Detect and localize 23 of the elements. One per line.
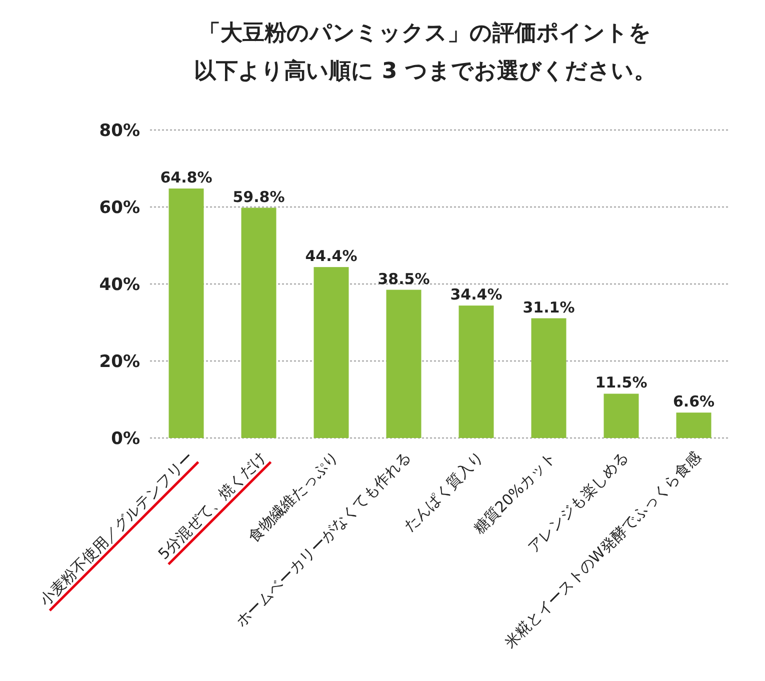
chart-subtitle: 以下より高い順に 3 つまでお選びください。 <box>194 58 656 84</box>
bar <box>531 318 566 438</box>
y-tick-label: 40% <box>99 275 140 295</box>
y-tick-label: 80% <box>99 121 140 141</box>
data-label: 6.6% <box>672 392 715 411</box>
y-tick-label: 0% <box>111 429 140 449</box>
data-label: 11.5% <box>595 374 648 392</box>
bar <box>676 412 712 438</box>
data-label: 31.1% <box>522 298 575 316</box>
y-tick-label: 20% <box>99 352 140 372</box>
chart-title: 「大豆粉のパンミックス」の評価ポイントを <box>198 21 652 46</box>
data-label: 34.4% <box>450 286 502 304</box>
data-label: 38.5% <box>378 270 430 288</box>
bar <box>314 267 349 438</box>
y-tick-label: 60% <box>99 198 140 218</box>
data-label: 64.8% <box>160 168 212 187</box>
bar <box>458 306 494 438</box>
bar <box>168 188 204 438</box>
data-label: 59.8% <box>232 188 285 206</box>
bar <box>386 290 422 438</box>
bar <box>241 208 276 438</box>
data-label: 44.4% <box>305 247 358 266</box>
bar <box>604 394 639 438</box>
